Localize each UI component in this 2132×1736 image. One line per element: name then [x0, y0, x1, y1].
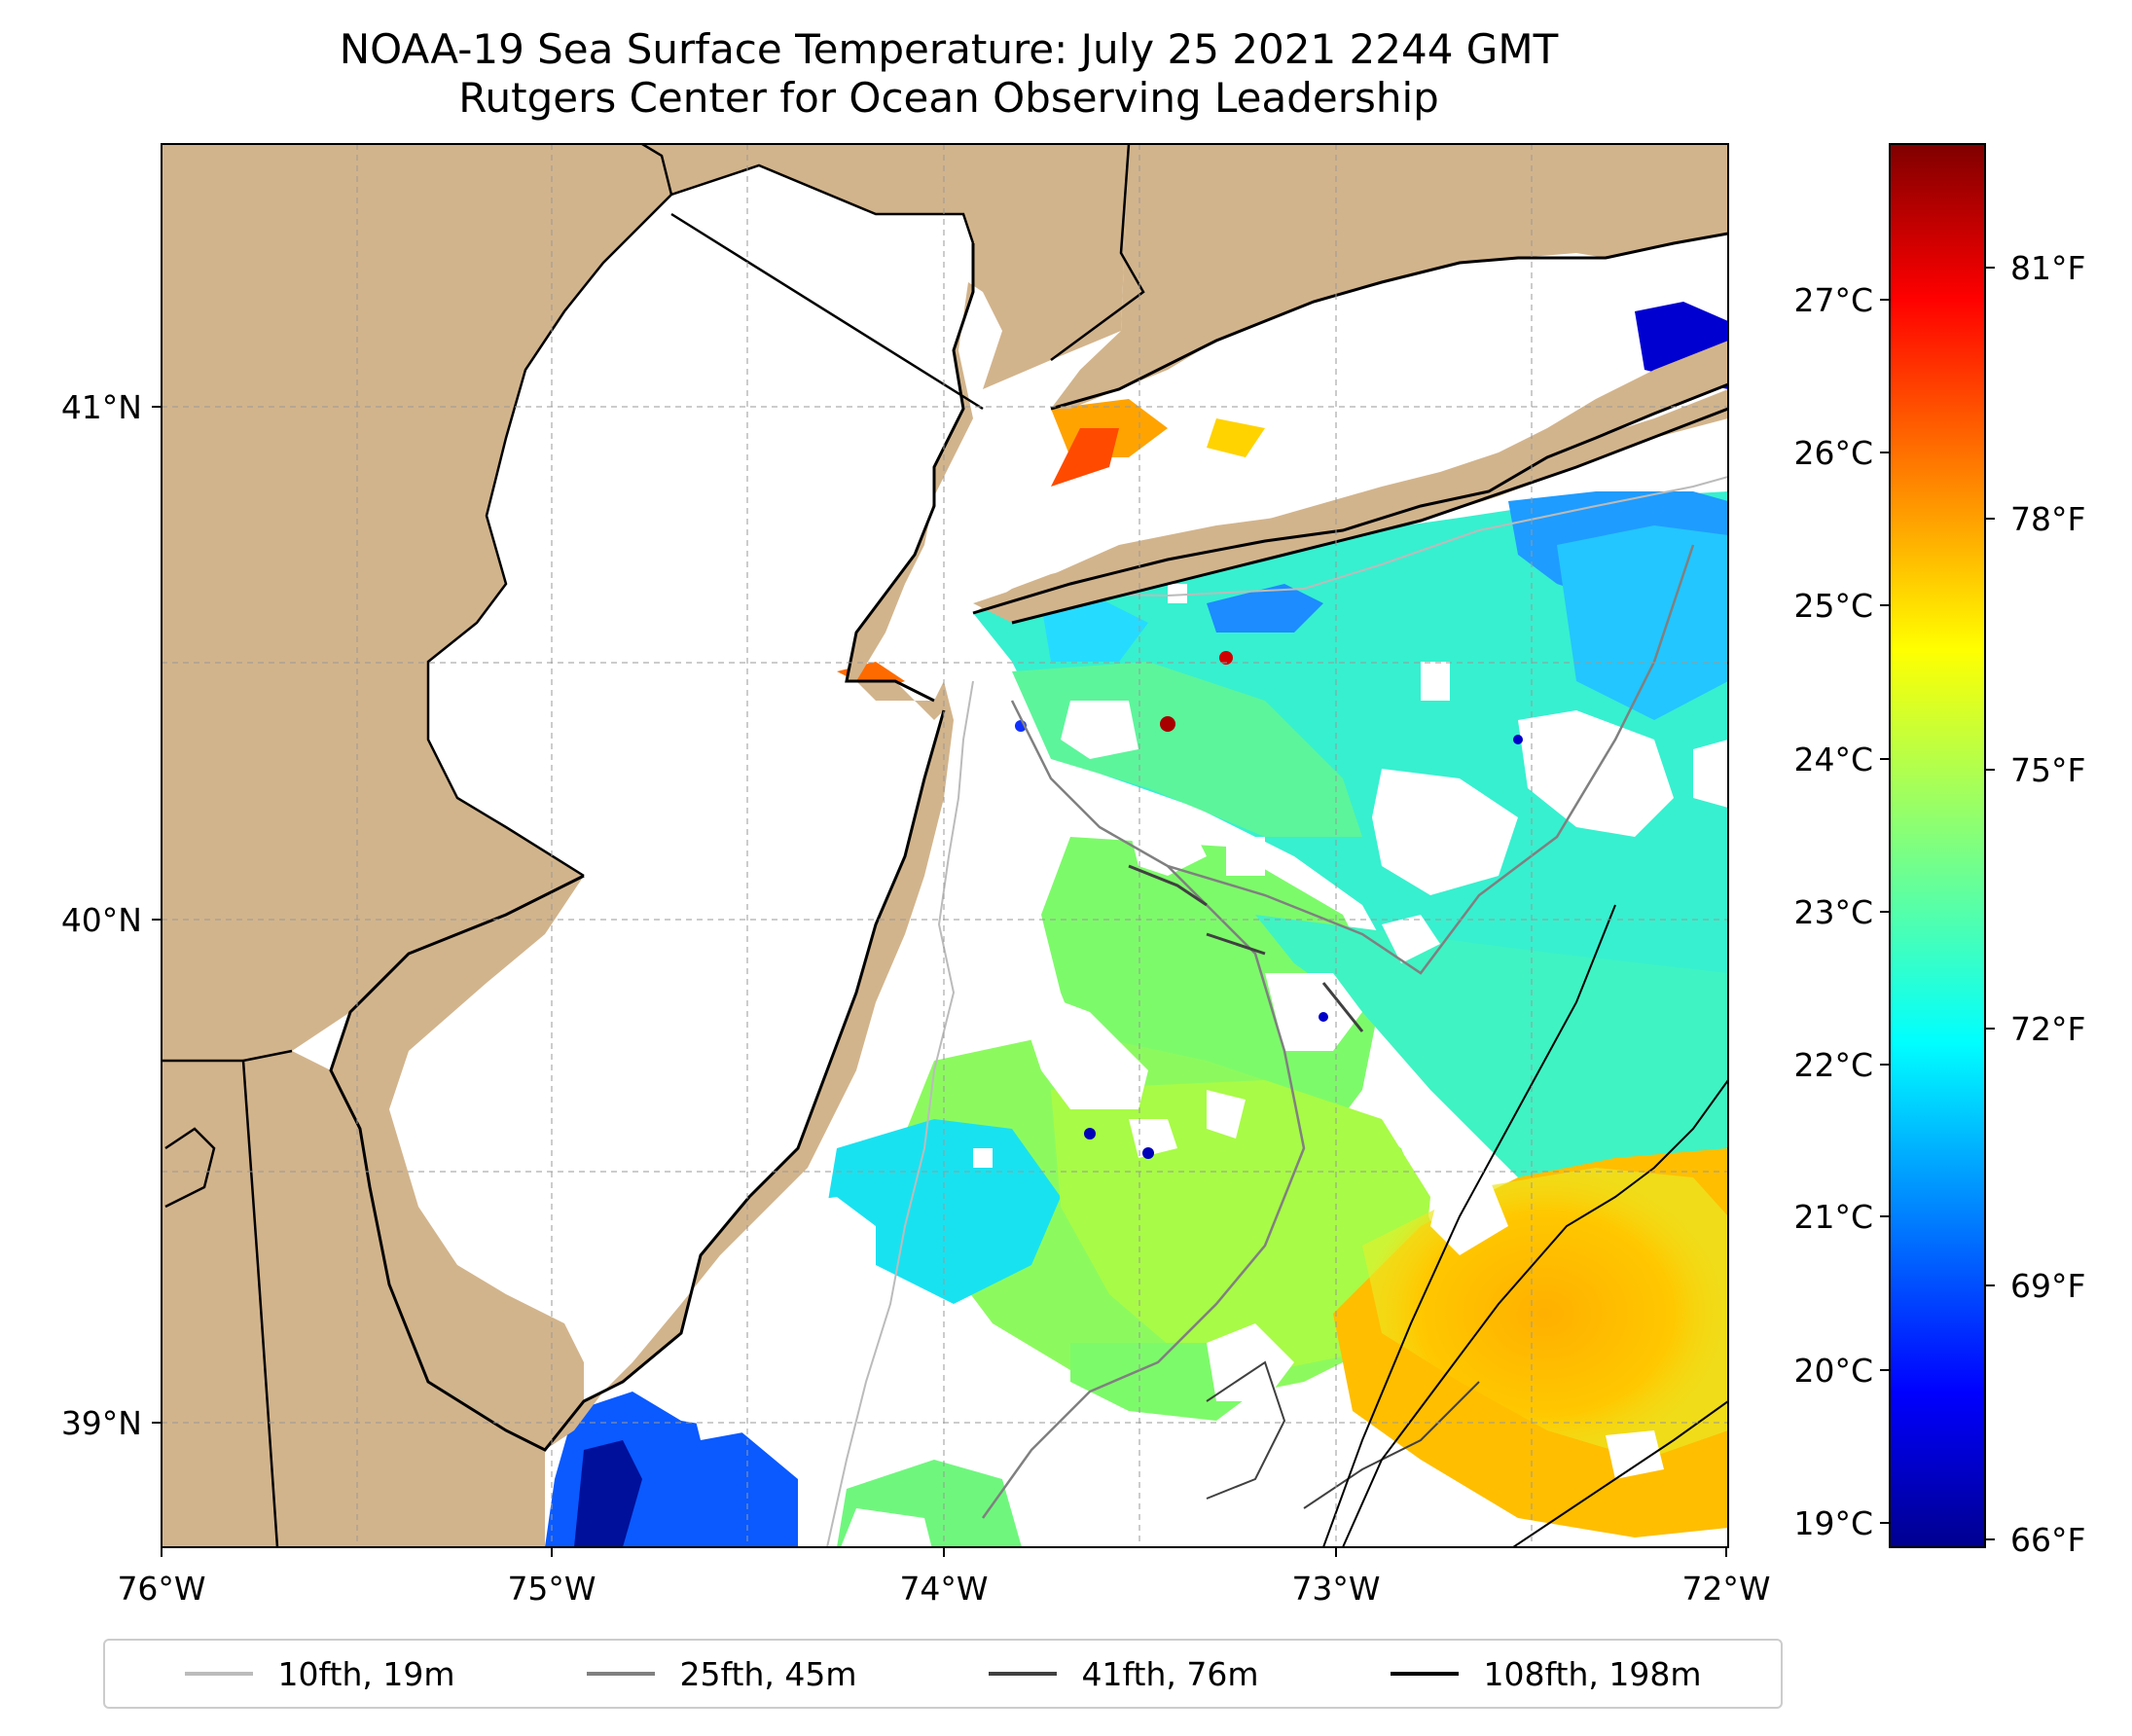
colorbar-celsius-label: 23°C — [1793, 893, 1873, 931]
cloud-gaps — [681, 584, 1728, 1547]
hot-spots — [1015, 651, 1523, 1159]
x-tick-label: 74°W — [899, 1570, 988, 1608]
colorbar-celsius-label: 26°C — [1793, 434, 1873, 472]
colorbar — [1889, 143, 1986, 1548]
chart-title: NOAA-19 Sea Surface Temperature: July 25… — [0, 25, 1897, 123]
x-tick-label: 72°W — [1681, 1570, 1770, 1608]
title-line-1: NOAA-19 Sea Surface Temperature: July 25… — [339, 25, 1559, 73]
legend-swatch — [586, 1672, 655, 1676]
legend-label: 25fth, 45m — [679, 1654, 857, 1693]
legend-label: 41fth, 76m — [1081, 1654, 1259, 1693]
coastline-borders — [162, 144, 1728, 1547]
legend-label: 108fth, 198m — [1483, 1654, 1702, 1693]
colorbar-celsius-label: 27°C — [1793, 281, 1873, 319]
land-masses — [162, 144, 1728, 1547]
colorbar-fahrenheit-label: 78°F — [2010, 500, 2085, 538]
colorbar-celsius-label: 19°C — [1793, 1504, 1873, 1542]
bathymetry-contours — [826, 233, 1728, 1547]
y-tick-label: 40°N — [61, 901, 142, 939]
contour-legend: 10fth, 19m 25fth, 45m 41fth, 76m 108fth,… — [103, 1639, 1783, 1709]
colorbar-celsius-label: 20°C — [1793, 1352, 1873, 1390]
colorbar-fahrenheit-label: 72°F — [2010, 1010, 2085, 1048]
x-tick-label: 75°W — [507, 1570, 596, 1608]
x-tick-label: 73°W — [1291, 1570, 1380, 1608]
legend-item: 25fth, 45m — [586, 1654, 857, 1693]
colorbar-celsius-label: 22°C — [1793, 1046, 1873, 1084]
colorbar-fahrenheit-label: 69°F — [2010, 1267, 2085, 1305]
legend-label: 10fth, 19m — [277, 1654, 455, 1693]
colorbar-fahrenheit-label: 81°F — [2010, 249, 2085, 287]
legend-item: 10fth, 19m — [184, 1654, 455, 1693]
title-line-2: Rutgers Center for Ocean Observing Leade… — [458, 74, 1439, 122]
colorbar-celsius-label: 25°C — [1793, 587, 1873, 625]
colorbar-fahrenheit-label: 66°F — [2010, 1521, 2085, 1559]
legend-swatch — [988, 1672, 1057, 1676]
legend-item: 41fth, 76m — [988, 1654, 1259, 1693]
y-tick-label: 41°N — [61, 388, 142, 426]
axis-ticks — [152, 406, 1727, 1557]
legend-item: 108fth, 198m — [1390, 1654, 1702, 1693]
colorbar-celsius-label: 24°C — [1793, 741, 1873, 778]
x-tick-label: 76°W — [117, 1570, 205, 1608]
colorbar-celsius-label: 21°C — [1793, 1198, 1873, 1236]
map-panel — [162, 144, 1728, 1547]
colorbar-ticks — [1880, 267, 1995, 1540]
y-tick-label: 39°N — [61, 1404, 142, 1442]
gridlines — [162, 144, 1728, 1547]
colorbar-fahrenheit-label: 75°F — [2010, 751, 2085, 789]
legend-swatch — [1390, 1672, 1459, 1676]
legend-swatch — [184, 1672, 253, 1676]
